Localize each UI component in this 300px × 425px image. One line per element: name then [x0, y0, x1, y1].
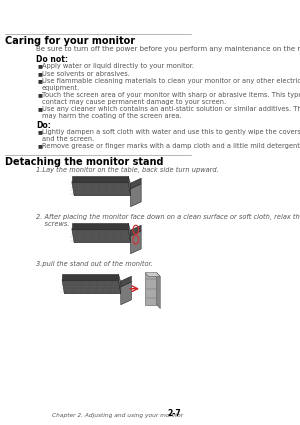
Text: ■: ■	[37, 106, 42, 111]
Polygon shape	[130, 225, 141, 236]
Polygon shape	[130, 178, 141, 189]
Polygon shape	[128, 176, 132, 196]
Polygon shape	[157, 273, 160, 309]
Text: Detaching the monitor stand: Detaching the monitor stand	[5, 157, 164, 167]
Polygon shape	[72, 229, 130, 243]
Polygon shape	[121, 282, 131, 305]
Text: Do not:: Do not:	[36, 55, 68, 64]
Text: ■: ■	[37, 71, 42, 76]
Text: 1.Lay the monitor on the table, back side turn upward.: 1.Lay the monitor on the table, back sid…	[36, 167, 219, 173]
Polygon shape	[62, 280, 121, 294]
Text: Remove grease or finger marks with a damp cloth and a little mild detergent.: Remove grease or finger marks with a dam…	[42, 143, 300, 149]
Polygon shape	[72, 182, 130, 196]
Polygon shape	[145, 273, 160, 277]
Polygon shape	[145, 273, 157, 305]
Polygon shape	[130, 231, 141, 254]
Text: Chapter 2. Adjusting and using your monitor: Chapter 2. Adjusting and using your moni…	[52, 413, 183, 418]
Text: 2. After placing the monitor face down on a clean surface or soft cloth, relax t: 2. After placing the monitor face down o…	[36, 214, 300, 227]
Text: Be sure to turn off the power before you perform any maintenance on the monitor.: Be sure to turn off the power before you…	[36, 46, 300, 52]
Polygon shape	[118, 274, 122, 294]
Text: Caring for your monitor: Caring for your monitor	[5, 36, 135, 46]
Text: ■: ■	[37, 63, 42, 68]
Text: Touch the screen area of your monitor with sharp or abrasive items. This type of: Touch the screen area of your monitor wi…	[42, 92, 300, 105]
Text: ■: ■	[37, 143, 42, 148]
Text: Apply water or liquid directly to your monitor.: Apply water or liquid directly to your m…	[42, 63, 194, 69]
Text: ■: ■	[37, 92, 42, 97]
Text: 2-7: 2-7	[168, 409, 182, 418]
Text: ■: ■	[37, 129, 42, 134]
Polygon shape	[121, 276, 131, 287]
Text: 3.pull the stand out of the monitor.: 3.pull the stand out of the monitor.	[36, 261, 153, 267]
Polygon shape	[72, 176, 128, 182]
Polygon shape	[130, 184, 141, 207]
Text: ■: ■	[37, 78, 42, 83]
Polygon shape	[72, 223, 128, 229]
Polygon shape	[128, 223, 132, 243]
Polygon shape	[62, 274, 118, 280]
Text: Use solvents or abrasives.: Use solvents or abrasives.	[42, 71, 130, 76]
Text: Do:: Do:	[36, 121, 51, 130]
Text: Use flammable cleaning materials to clean your monitor or any other electrical
e: Use flammable cleaning materials to clea…	[42, 78, 300, 91]
Text: Use any cleaner which contains an anti-static solution or similar additives. Thi: Use any cleaner which contains an anti-s…	[42, 106, 300, 119]
Text: Lightly dampen a soft cloth with water and use this to gently wipe the covers
an: Lightly dampen a soft cloth with water a…	[42, 129, 300, 142]
